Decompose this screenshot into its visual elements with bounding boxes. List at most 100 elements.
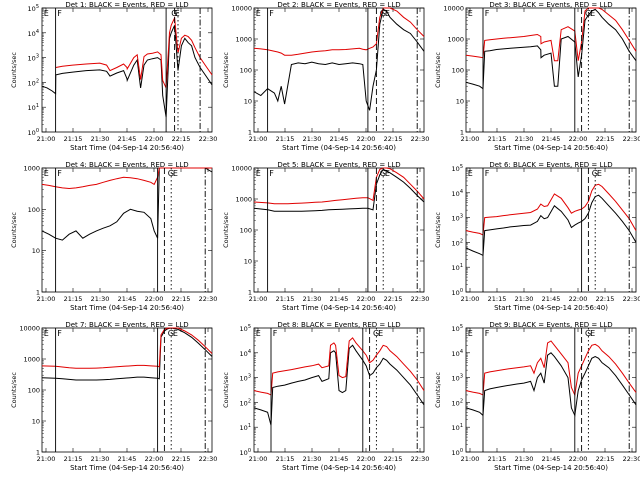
y-tick-label: 100 [452,448,463,457]
marker-label: E [175,9,180,18]
y-tick-label: 100 [28,206,40,214]
y-tick-label: 1000 [23,356,40,364]
x-tick-label: 22:15 [384,455,403,463]
x-tick-label: 21:30 [303,135,322,143]
marker-label: F [57,169,62,178]
x-axis-label: Start Time (04-Sep-14 20:56:40) [70,464,184,472]
x-tick-label: 22:00 [569,455,588,463]
x-tick-label: 22:15 [384,295,403,303]
x-tick-label: 22:30 [411,455,430,463]
marker-label: E [385,169,390,178]
marker-label: E [385,9,390,18]
panel-title: Det 5: BLACK = Events, RED = LLD [277,161,400,169]
y-tick-label: 104 [452,189,463,198]
marker-label: G [380,9,386,18]
x-axis-label: Start Time (04-Sep-14 20:56:40) [70,144,184,152]
y-tick-label: 101 [452,423,463,432]
marker-label: E [44,169,49,178]
y-axis-label: Counts/sec [434,372,442,408]
detector-panel-6: Det 6: BLACK = Events, RED = LLD Counts/s… [434,161,640,312]
x-tick-label: 21:45 [330,135,349,143]
y-tick-label: 101 [240,423,251,432]
x-tick-label: 21:15 [488,455,507,463]
x-tick-label: 21:45 [118,455,137,463]
x-tick-label: 22:00 [145,295,164,303]
marker-label: G [171,9,177,18]
y-tick-label: 102 [240,398,251,407]
marker-label: F [485,329,490,338]
x-tick-label: 22:30 [199,135,218,143]
panel-title: Det 9: BLACK = Events, RED = LLD [489,321,612,329]
x-tick-label: 21:00 [249,295,268,303]
series-line-events [465,352,637,418]
x-axis-label: Start Time (04-Sep-14 20:56:40) [70,304,184,312]
x-tick-label: 21:30 [91,455,110,463]
panel-title: Det 1: BLACK = Events, RED = LLD [65,1,188,9]
y-tick-label: 1 [36,449,40,457]
x-tick-label: 21:45 [118,135,137,143]
y-tick-label: 100 [28,128,39,137]
series-line-lld [465,183,637,236]
series-line-events [253,8,425,111]
x-tick-label: 22:00 [569,135,588,143]
y-tick-label: 102 [28,78,39,87]
x-axis-label: Start Time (04-Sep-14 20:56:40) [494,144,608,152]
marker-label: F [269,169,274,178]
x-axis-label: Start Time (04-Sep-14 20:56:40) [282,304,396,312]
y-tick-label: 10 [244,98,252,106]
marker-label: F [273,329,278,338]
y-tick-label: 10000 [231,5,252,13]
x-axis-label: Start Time (04-Sep-14 20:56:40) [494,464,608,472]
x-tick-label: 21:15 [488,135,507,143]
marker-label: E [378,329,383,338]
y-tick-label: 10 [456,98,464,106]
y-tick-label: 102 [452,238,463,247]
x-tick-label: 21:45 [542,455,561,463]
plot-frame [41,327,213,453]
detector-panel-3: Det 3: BLACK = Events, RED = LLD Counts/s… [434,1,640,152]
x-tick-label: 21:30 [91,295,110,303]
y-axis-label: Counts/sec [434,212,442,248]
y-tick-label: 103 [28,54,39,63]
plot-frame [465,327,637,453]
x-tick-label: 22:15 [172,455,191,463]
y-axis-label: Counts/sec [222,372,230,408]
x-tick-label: 21:15 [276,295,295,303]
marker-label: E [590,329,595,338]
detector-panel-2: Det 2: BLACK = Events, RED = LLD Counts/s… [222,1,429,152]
x-tick-label: 21:30 [91,135,110,143]
x-tick-label: 21:00 [249,135,268,143]
x-axis-label: Start Time (04-Sep-14 20:56:40) [494,304,608,312]
x-tick-label: 21:15 [64,135,83,143]
marker-label: E [44,9,49,18]
marker-label: G [592,169,598,178]
x-tick-label: 21:45 [542,295,561,303]
y-tick-label: 10 [32,418,40,426]
y-tick-label: 100 [452,288,463,297]
panel-title: Det 8: BLACK = Events, RED = LLD [277,321,400,329]
marker-label: E [468,169,473,178]
y-axis-label: Counts/sec [10,52,18,88]
series-line-events [41,167,213,241]
y-axis-label: Counts/sec [434,52,442,88]
panel-title: Det 3: BLACK = Events, RED = LLD [489,1,612,9]
y-tick-label: 105 [28,4,39,13]
series-line-lld [253,167,425,205]
series-line-events [253,168,425,212]
x-axis-label: Start Time (04-Sep-14 20:56:40) [282,464,396,472]
y-tick-label: 1000 [447,36,464,44]
y-tick-label: 105 [452,324,463,333]
x-tick-label: 22:15 [172,295,191,303]
y-tick-label: 10000 [19,325,40,333]
plot-frame [253,7,425,133]
series-line-lld [465,340,637,397]
marker-label: F [57,329,62,338]
y-tick-label: 1 [248,289,252,297]
y-axis-label: Counts/sec [10,372,18,408]
x-tick-label: 21:45 [542,135,561,143]
x-tick-label: 22:30 [623,455,640,463]
x-tick-label: 22:30 [199,455,218,463]
plot-frame [465,7,637,133]
